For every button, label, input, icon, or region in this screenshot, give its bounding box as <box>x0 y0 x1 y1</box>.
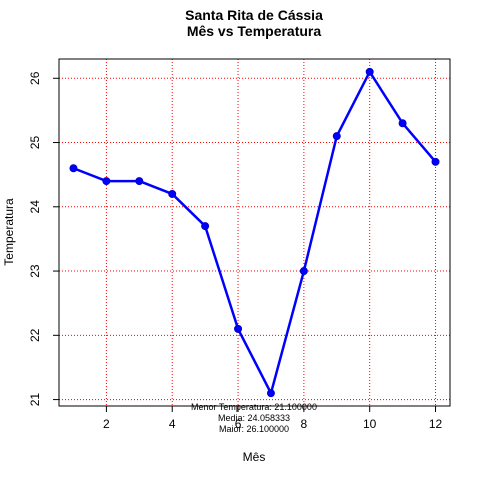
data-point-9 <box>332 132 341 141</box>
y-axis-label: Temperatura <box>2 198 16 266</box>
data-point-5 <box>201 222 210 231</box>
y-axis: 21 22 23 24 25 26 <box>28 71 59 406</box>
series-line-0 <box>73 70 437 395</box>
plot-frame <box>58 58 451 407</box>
x-tick-label-3: 8 <box>301 417 308 431</box>
grid-lines <box>59 59 450 406</box>
y-tick-label-2: 23 <box>28 264 42 278</box>
chart-subtitle: Mês vs Temperatura <box>187 23 322 39</box>
annotation-1: Media: 24.058333 <box>218 413 290 423</box>
data-point-7 <box>266 389 275 398</box>
data-point-3 <box>135 177 144 186</box>
y-tick-label-5: 26 <box>28 71 42 85</box>
x-tick-label-1: 4 <box>169 417 176 431</box>
x-tick-label-2: 6 <box>235 417 242 431</box>
data-point-4 <box>168 189 177 198</box>
x-tick-label-0: 2 <box>103 417 110 431</box>
data-point-2 <box>102 177 111 186</box>
x-axis-label: Mês <box>243 450 266 464</box>
x-axis: 2 4 6 8 10 12 <box>103 406 443 431</box>
x-tick-label-5: 12 <box>429 417 443 431</box>
data-series <box>69 67 440 398</box>
chart-title: Santa Rita de Cássia <box>185 7 323 23</box>
annotation-2: Maior: 26.100000 <box>219 424 289 434</box>
annotation-0: Menor Temperatura: 21.100000 <box>191 402 317 412</box>
data-point-10 <box>365 67 374 76</box>
y-tick-label-0: 21 <box>28 393 42 407</box>
data-point-1 <box>69 164 78 173</box>
y-tick-label-3: 24 <box>28 200 42 214</box>
data-point-11 <box>398 119 407 128</box>
y-tick-label-4: 25 <box>28 136 42 150</box>
data-point-12 <box>431 157 440 166</box>
y-tick-label-1: 22 <box>28 328 42 342</box>
data-point-8 <box>299 267 308 276</box>
x-tick-label-4: 10 <box>363 417 377 431</box>
data-point-6 <box>234 324 243 333</box>
